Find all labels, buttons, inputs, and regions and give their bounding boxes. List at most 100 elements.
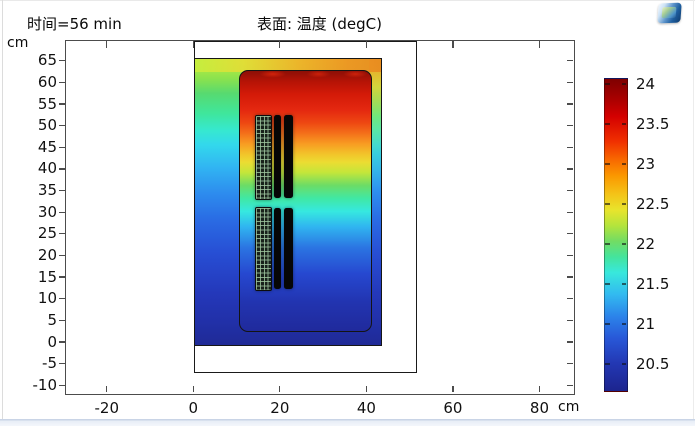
y-axis-tick-right [566, 125, 573, 127]
solid-cell-upper-left [274, 115, 281, 198]
x-axis-tick-bottom [192, 386, 194, 393]
solid-cell-lower-right [284, 207, 293, 289]
air-domain-surface [194, 57, 382, 346]
y-axis-tick-left [58, 189, 65, 192]
y-tick-label: 30 [37, 202, 57, 221]
x-tick-label: 60 [443, 398, 463, 417]
colorbar-tick-left [605, 123, 610, 125]
y-tick-label: 0 [47, 332, 57, 351]
colorbar-tick-left [605, 83, 610, 85]
y-axis-tick-right [566, 254, 573, 257]
colorbar-tick-right [621, 363, 626, 365]
colorbar-tick-right [621, 123, 626, 125]
y-axis-tick-right [566, 189, 573, 192]
y-axis-tick-right [566, 363, 573, 365]
x-axis-tick-bottom [365, 386, 367, 393]
x-axis-tick-bottom [452, 386, 454, 393]
y-tick-label: 20 [37, 245, 57, 264]
y-axis-tick-right [566, 81, 573, 83]
y-axis-tick-left [58, 319, 65, 321]
window-left-border [2, 0, 3, 420]
y-axis-tick-left [58, 298, 65, 300]
y-tick-label: 25 [37, 224, 57, 243]
meshed-cell-stack-upper [254, 114, 272, 200]
colorbar [604, 78, 628, 392]
colorbar-tick-label: 21.5 [636, 274, 670, 293]
x-axis-tick-bottom [106, 386, 108, 393]
y-axis-tick-left [58, 341, 65, 343]
y-axis-tick-left [58, 233, 65, 235]
window-top-border [0, 0, 695, 1]
colorbar-tick-label: 24 [636, 74, 656, 93]
y-axis-tick-left [58, 125, 65, 127]
x-tick-label: -20 [94, 398, 120, 417]
y-tick-label: 65 [37, 51, 57, 70]
x-axis-tick-bottom [538, 386, 541, 393]
screenshot-thumbnail-icon[interactable] [657, 2, 682, 24]
colorbar-tick-right [621, 163, 626, 165]
y-axis-tick-right [566, 341, 573, 343]
x-axis-tick-top [538, 40, 541, 48]
y-axis-tick-left [58, 103, 65, 105]
y-tick-label: -5 [42, 354, 57, 373]
y-tick-label: 15 [37, 267, 57, 286]
plot-canvas[interactable] [65, 40, 575, 395]
y-axis-tick-right [566, 60, 573, 62]
y-tick-label: 60 [37, 72, 57, 91]
y-axis-tick-right [566, 146, 573, 148]
colorbar-tick-label: 21 [636, 314, 656, 333]
colorbar-tick-right [621, 283, 626, 285]
window-right-border [693, 0, 694, 420]
y-axis-tick-left [58, 81, 65, 83]
x-axis-tick-top [192, 40, 194, 48]
y-tick-label: 40 [37, 159, 57, 178]
y-tick-label: -10 [32, 375, 58, 394]
y-tick-label: 50 [37, 116, 57, 135]
battery-pack-surface [238, 70, 372, 332]
y-axis-tick-left [58, 168, 65, 170]
screenshot-thumbnail-screen [661, 6, 677, 19]
y-axis-tick-right [566, 319, 573, 321]
y-axis-tick-right [566, 211, 573, 213]
y-axis-tick-right [566, 298, 573, 300]
colorbar-tick-left [605, 203, 610, 205]
colorbar-tick-right [621, 83, 626, 85]
colorbar-tick-label: 22 [636, 234, 656, 253]
colorbar-tick-left [605, 163, 610, 165]
time-annotation: 时间=56 min [27, 15, 122, 33]
x-axis-unit-label: cm [558, 399, 580, 415]
x-tick-label: 40 [356, 398, 376, 417]
y-axis-tick-left [58, 60, 65, 62]
y-axis-tick-left [58, 254, 65, 257]
colorbar-tick-left [605, 243, 610, 245]
x-tick-label: 80 [529, 398, 549, 417]
y-axis-tick-right [566, 168, 573, 170]
y-axis-tick-left [58, 276, 65, 278]
y-tick-label: 55 [37, 94, 57, 113]
y-axis-tick-right [566, 276, 573, 278]
y-tick-label: 10 [37, 289, 57, 308]
y-axis-tick-left [58, 146, 65, 148]
colorbar-tick-left [605, 363, 610, 365]
plot-title: 表面: 温度 (degC) [256, 15, 383, 33]
y-tick-label: 5 [47, 310, 57, 329]
colorbar-tick-right [621, 203, 626, 205]
y-axis-tick-left [58, 211, 65, 213]
colorbar-tick-left [605, 323, 610, 325]
y-axis-tick-right [566, 384, 573, 386]
y-axis-tick-left [58, 363, 65, 365]
y-axis-tick-right [566, 103, 573, 105]
solid-cell-lower-left [274, 207, 281, 289]
colorbar-tick-label: 23.5 [636, 114, 670, 133]
x-axis-tick-top [365, 40, 367, 48]
colorbar-tick-right [621, 323, 626, 325]
x-axis-tick-bottom [279, 386, 281, 393]
y-axis-unit-label: cm [7, 35, 29, 51]
y-tick-label: 45 [37, 137, 57, 156]
solid-cell-upper-right [284, 115, 293, 198]
colorbar-tick-label: 23 [636, 154, 656, 173]
y-tick-label: 35 [37, 181, 57, 200]
x-tick-label: 20 [270, 398, 290, 417]
x-axis-tick-top [106, 40, 108, 48]
